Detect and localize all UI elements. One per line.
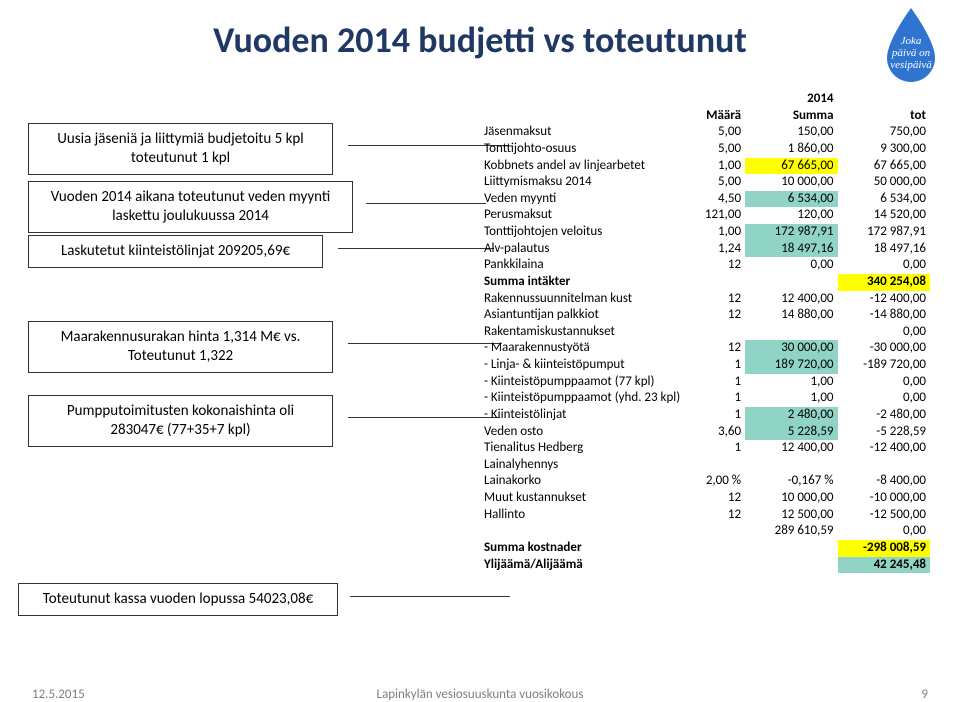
table-row: Hallinto1212 500,00-12 500,00 (480, 507, 930, 524)
table-row: Tonttijohto-osuus5,001 860,009 300,00 (480, 141, 930, 158)
table-row: Jäsenmaksut5,00150,00750,00 (480, 124, 930, 141)
table-row: - Maarakennustyötä1230 000,00-30 000,00 (480, 340, 930, 357)
table-row: Summa kostnader-298 008,59 (480, 540, 930, 557)
th-tot: tot (838, 108, 930, 125)
table-row: Ylijäämä/Alijäämä42 245,48 (480, 557, 930, 574)
table-row: Rakennussuunnitelman kust1212 400,00-12 … (480, 291, 930, 308)
table-row: Veden myynti4,506 534,006 534,00 (480, 191, 930, 208)
table-row: Rakentamiskustannukset0,00 (480, 324, 930, 341)
table-row: 289 610,590,00 (480, 523, 930, 540)
callout-box: Maarakennusurakan hinta 1,314 M€ vs.Tote… (28, 321, 333, 373)
callout-connector (366, 203, 486, 204)
callout-box: Vuoden 2014 aikana toteutunut veden myyn… (28, 181, 353, 233)
th-maara: Määrä (696, 108, 745, 125)
table-row: Lainalyhennys (480, 457, 930, 474)
budget-table: 2014 Määrä Summa tot Jäsenmaksut5,00150,… (480, 91, 930, 573)
callout-box: Toteutunut kassa vuoden lopussa 54023,08… (18, 583, 338, 616)
table-row: Liittymismaksu 20145,0010 000,0050 000,0… (480, 174, 930, 191)
table-row: Pankkilaina120,000,00 (480, 257, 930, 274)
budget-table-body: Jäsenmaksut5,00150,00750,00Tonttijohto-o… (480, 124, 930, 573)
callout-box: Pumpputoimitusten kokonaishinta oli28304… (28, 395, 333, 447)
slide-content: Uusia jäseniä ja liittymiä budjetoitu 5 … (0, 95, 960, 655)
th-year: 2014 (745, 91, 837, 108)
table-row: - Kiinteistölinjat12 480,00-2 480,00 (480, 407, 930, 424)
callout-box: Uusia jäseniä ja liittymiä budjetoitu 5 … (28, 123, 333, 175)
table-row: - Kiinteistöpumppaamot (yhd. 23 kpl)11,0… (480, 390, 930, 407)
callout-connector (350, 596, 510, 597)
footer-page: 9 (921, 687, 928, 702)
footer-name: Lapinkylän vesiosuuskunta vuosikokous (0, 687, 960, 702)
table-row: Tienalitus Hedberg112 400,00-12 400,00 (480, 440, 930, 457)
callout-connector (348, 343, 502, 344)
table-row: Tonttijohtojen veloitus1,00172 987,91172… (480, 224, 930, 241)
table-row: - Linja- & kiinteistöpumput1189 720,00-1… (480, 357, 930, 374)
table-row: - Kiinteistöpumppaamot (77 kpl)11,000,00 (480, 374, 930, 391)
svg-text:vesipäivä: vesipäivä (890, 59, 932, 71)
th-summa: Summa (745, 108, 837, 125)
water-drop-logo: Joka päivä on vesipäivä (880, 6, 942, 84)
table-row: Asiantuntijan palkkiot1214 880,00-14 880… (480, 307, 930, 324)
table-row: Lainakorko2,00 %-0,167 %-8 400,00 (480, 473, 930, 490)
callout-connector (348, 417, 500, 418)
table-row: Muut kustannukset1210 000,00-10 000,00 (480, 490, 930, 507)
svg-text:Joka: Joka (901, 35, 922, 47)
table-row: Kobbnets andel av linjearbetet1,0067 665… (480, 158, 930, 175)
table-row: Summa intäkter340 254,08 (480, 274, 930, 291)
callout-connector (338, 248, 494, 249)
table-row: Alv-palautus1,2418 497,1618 497,16 (480, 241, 930, 258)
slide-title: Vuoden 2014 budjetti vs toteutunut (0, 0, 960, 72)
svg-text:päivä on: päivä on (891, 47, 931, 59)
table-row: Veden osto3,605 228,59-5 228,59 (480, 424, 930, 441)
table-row: Perusmaksut121,00120,0014 520,00 (480, 207, 930, 224)
callout-box: Laskutetut kiinteistölinjat 209205,69€ (28, 235, 323, 268)
